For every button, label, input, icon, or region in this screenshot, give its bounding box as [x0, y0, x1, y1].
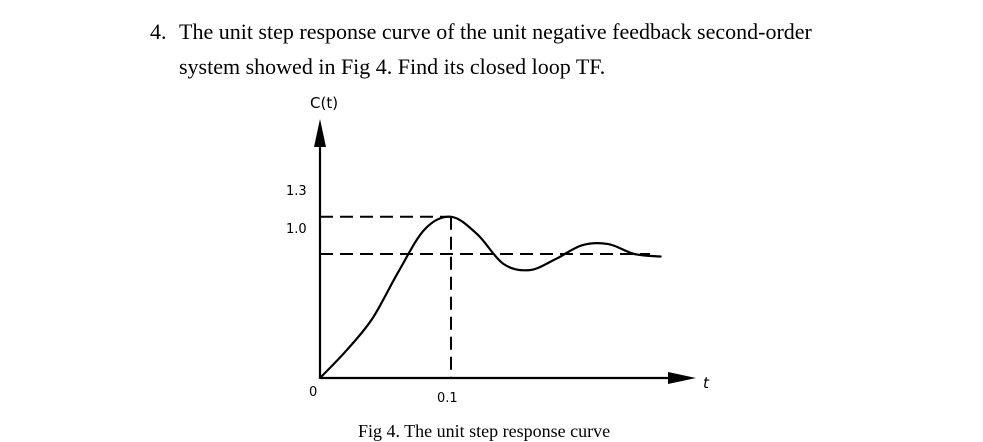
y-axis-label: C(t) [310, 94, 338, 112]
y-tick-label-1-0: 1.0 [286, 222, 307, 237]
question-text: 4. The unit step response curve of the un… [150, 14, 930, 84]
x-axis-arrow-icon [668, 372, 696, 384]
origin-label: 0 [309, 385, 317, 400]
x-tick-label-0-1: 0.1 [437, 391, 458, 406]
question-line-1-text: The unit step response curve of the unit… [179, 19, 812, 44]
y-axis-arrow-icon [314, 119, 326, 147]
question-number: 4. [150, 19, 167, 44]
x-axis-label: t [703, 374, 710, 392]
question-line-2: system showed in Fig 4. Find its closed … [179, 54, 606, 79]
dashed-reference-lines [320, 215, 650, 378]
y-tick-label-1-3: 1.3 [286, 184, 307, 199]
figure-caption: Fig 4. The unit step response curve [358, 421, 611, 441]
question-line-1: 4. The unit step response curve of the un… [150, 14, 930, 49]
response-curve [318, 215, 662, 380]
